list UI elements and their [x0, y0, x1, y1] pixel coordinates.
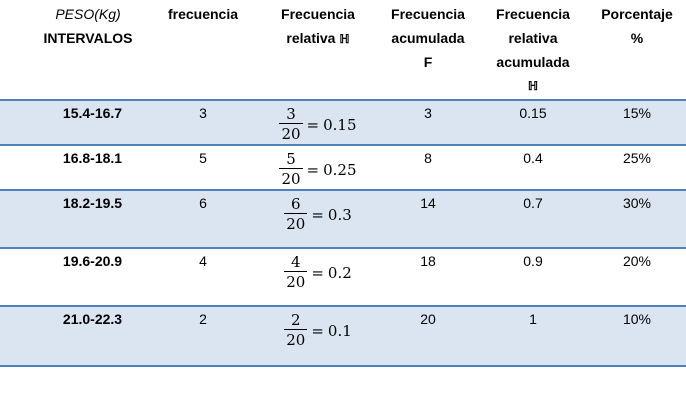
frequency-cell: 6	[199, 195, 207, 211]
header-percentage: Porcentaje %	[601, 6, 673, 46]
table-row: 18.2-19.5 6 6 20 = 0.3 14 0.7 30%	[0, 190, 686, 248]
fraction: 6 20	[284, 195, 308, 233]
fraction: 5 20	[279, 150, 303, 188]
cumulative-cell: 8	[424, 150, 432, 166]
percent-cell: 10%	[622, 311, 652, 327]
percent-cell: 15%	[622, 105, 652, 121]
frequency-cell: 2	[199, 311, 207, 327]
header-frequency: frecuencia	[167, 6, 239, 22]
cumulative-cell: 14	[420, 195, 436, 211]
cumulative-cell: 20	[420, 311, 436, 327]
interval-cell: 16.8-18.1	[62, 150, 123, 166]
header-intervals: PESO(Kg) INTERVALOS	[0, 0, 148, 100]
cum-relative-cell: 0.4	[523, 150, 543, 166]
header-cumulative-relative: Frecuencia relativa acumulada ℍ	[478, 0, 588, 100]
frequency-cell: 4	[199, 253, 207, 269]
table-row: 21.0-22.3 2 2 20 = 0.1 20 1 10%	[0, 306, 686, 366]
header-cumulative-frequency: Frecuencia acumulada F	[391, 6, 465, 70]
fraction: 4 20	[284, 253, 308, 291]
cum-relative-cell: 0.7	[523, 195, 543, 211]
cum-relative-symbol: ℍ	[527, 79, 539, 93]
percent-cell: 30%	[622, 195, 652, 211]
header-intervalos-label: INTERVALOS	[43, 30, 133, 46]
table-row: 15.4-16.7 3 3 20 = 0.15 3 0.15 15%	[0, 100, 686, 145]
cum-relative-cell: 0.15	[519, 105, 547, 121]
frequency-cell: 3	[199, 105, 207, 121]
relative-value: 0.1	[327, 321, 352, 340]
interval-cell: 21.0-22.3	[62, 311, 123, 327]
relative-formula-cell: 3 20 = 0.15	[279, 105, 357, 143]
interval-cell: 18.2-19.5	[62, 195, 123, 211]
relative-formula-cell: 5 20 = 0.25	[279, 150, 357, 188]
relative-symbol: ℍ	[339, 32, 350, 46]
fraction: 2 20	[284, 311, 308, 349]
cum-relative-cell: 0.9	[523, 253, 543, 269]
relative-value: 0.3	[327, 205, 352, 224]
interval-cell: 19.6-20.9	[62, 253, 123, 269]
relative-formula-cell: 2 20 = 0.1	[284, 311, 352, 349]
percent-cell: 25%	[622, 150, 652, 166]
cumulative-cell: 3	[424, 105, 432, 121]
relative-value: 0.15	[323, 115, 357, 134]
table-row: 16.8-18.1 5 5 20 = 0.25 8 0.4 25%	[0, 145, 686, 190]
relative-formula-cell: 6 20 = 0.3	[284, 195, 352, 233]
relative-value: 0.2	[327, 263, 352, 282]
table-body: 15.4-16.7 3 3 20 = 0.15 3 0.15 15% 16.8-…	[0, 100, 686, 366]
header-row: PESO(Kg) INTERVALOS frecuencia Frecuenci…	[0, 0, 686, 100]
relative-formula-cell: 4 20 = 0.2	[284, 253, 352, 291]
header-relative-frequency: Frecuencia relativa ℍ	[281, 6, 355, 46]
table-row: 19.6-20.9 4 4 20 = 0.2 18 0.9 20%	[0, 248, 686, 306]
fraction: 3 20	[279, 105, 303, 143]
percent-cell: 20%	[622, 253, 652, 269]
relative-value: 0.25	[323, 160, 357, 179]
frequency-cell: 5	[199, 150, 207, 166]
cumulative-cell: 18	[420, 253, 436, 269]
header-peso-label: PESO(Kg)	[55, 6, 121, 22]
table-header: PESO(Kg) INTERVALOS frecuencia Frecuenci…	[0, 0, 686, 100]
frequency-table: PESO(Kg) INTERVALOS frecuencia Frecuenci…	[0, 0, 686, 366]
cum-relative-cell: 1	[529, 311, 537, 327]
interval-cell: 15.4-16.7	[62, 105, 123, 121]
